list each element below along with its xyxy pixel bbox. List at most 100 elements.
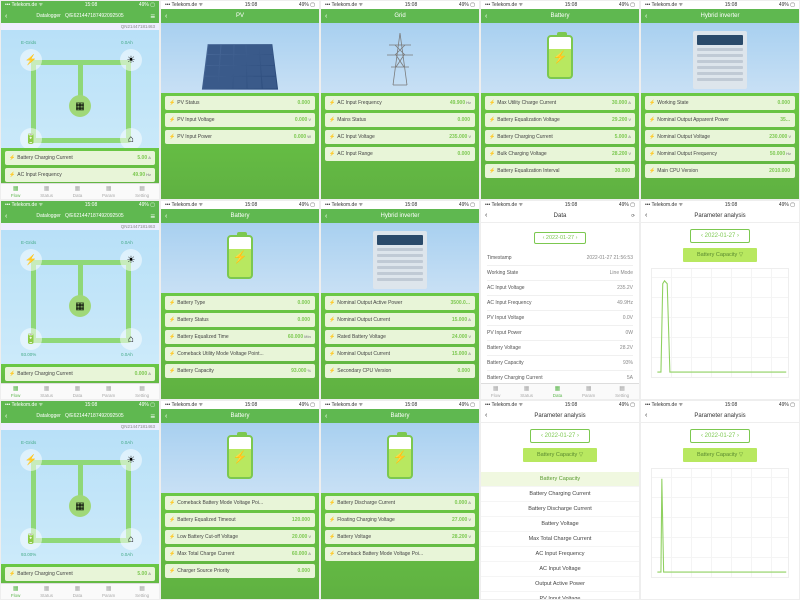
menu-icon[interactable]: ≡ [150, 12, 155, 21]
back-icon[interactable]: ‹ [165, 413, 167, 420]
data-row[interactable]: Mains Status 0.000 [325, 113, 475, 127]
date-picker[interactable]: ‹ 2022-01-27 › [530, 429, 590, 443]
date-picker[interactable]: ‹ 2022-01-27 › [690, 429, 750, 443]
data-row[interactable]: Battery Charging Current 5.00A [5, 151, 155, 165]
param-option[interactable]: AC Input Frequency [481, 547, 639, 562]
menu-icon[interactable]: ≡ [150, 212, 155, 221]
data-row[interactable]: Battery Charging Current 5.000A [485, 130, 635, 144]
tab-setting[interactable]: ▦Setting [615, 386, 629, 398]
tab-flow[interactable]: ▦Flow [11, 586, 21, 598]
data-row[interactable]: Nominal Output Active Power 3500.0... [325, 296, 475, 310]
pv-node[interactable]: ☀ [120, 49, 142, 71]
param-option[interactable]: AC Input Voltage [481, 562, 639, 577]
back-icon[interactable]: ‹ [485, 212, 487, 219]
data-row[interactable]: Nominal Output Apparent Power 35... [645, 113, 795, 127]
data-row[interactable]: PV Input Power 0.000W [165, 130, 315, 144]
param-option[interactable]: Battery Capacity [481, 472, 639, 487]
data-row[interactable]: Nominal Output Current 15.000A [325, 347, 475, 361]
back-icon[interactable]: ‹ [645, 13, 647, 20]
data-row[interactable]: Nominal Output Current 15.000A [325, 313, 475, 327]
battery-node[interactable]: 🔋 [20, 128, 42, 148]
data-row[interactable]: Comeback Utility Mode Voltage Point... [165, 347, 315, 361]
inverter-node[interactable]: ▦ [69, 495, 91, 517]
tab-setting[interactable]: ▦Setting [135, 586, 149, 598]
tab-data[interactable]: ▦Data [73, 386, 83, 398]
data-row[interactable]: PV Input Voltage 0.000V [165, 113, 315, 127]
data-row[interactable]: Low Battery Cut-off Voltage 20.000V [165, 530, 315, 544]
data-row[interactable]: Battery Discharge Current 0.000A [325, 496, 475, 510]
data-row[interactable]: Battery Charging Current 5.00A [5, 567, 155, 581]
tab-setting[interactable]: ▦Setting [135, 186, 149, 198]
tab-status[interactable]: ▦Status [40, 186, 53, 198]
back-icon[interactable]: ‹ [5, 213, 7, 220]
grid-node[interactable]: ⚡ [20, 449, 42, 471]
inverter-node[interactable]: ▦ [69, 295, 91, 317]
tab-data[interactable]: ▦Data [73, 586, 83, 598]
data-row[interactable]: AC Input Frequency 49.90Hz [5, 168, 155, 182]
data-row[interactable]: PV Status 0.000 [165, 96, 315, 110]
data-row[interactable]: Battery Equalized Timeout 120.000 [165, 513, 315, 527]
param-option[interactable]: Battery Charging Current [481, 487, 639, 502]
back-icon[interactable]: ‹ [485, 13, 487, 20]
tab-setting[interactable]: ▦Setting [135, 386, 149, 398]
pv-node[interactable]: ☀ [120, 449, 142, 471]
data-row[interactable]: Floating Charging Voltage 27.000V [325, 513, 475, 527]
tab-param[interactable]: ▦Param [582, 386, 595, 398]
tab-status[interactable]: ▦Status [40, 386, 53, 398]
back-icon[interactable]: ‹ [485, 412, 487, 419]
load-node[interactable]: ⌂ [120, 528, 142, 550]
menu-icon[interactable]: ≡ [150, 412, 155, 421]
data-row[interactable]: Max Utility Charge Current 30.000A [485, 96, 635, 110]
data-row[interactable]: Nominal Output Frequency 50.000Hz [645, 147, 795, 161]
data-row[interactable]: Nominal Output Voltage 230.000V [645, 130, 795, 144]
pv-node[interactable]: ☀ [120, 249, 142, 271]
load-node[interactable]: ⌂ [120, 328, 142, 350]
tab-status[interactable]: ▦Status [520, 386, 533, 398]
back-icon[interactable]: ‹ [325, 213, 327, 220]
data-row[interactable]: Battery Equalization Interval 30.000 [485, 164, 635, 178]
tab-flow[interactable]: ▦Flow [11, 386, 21, 398]
data-row[interactable]: Comeback Battery Mode Voltage Poi... [325, 547, 475, 561]
data-row[interactable]: Comeback Battery Mode Voltage Poi... [165, 496, 315, 510]
back-icon[interactable]: ‹ [165, 13, 167, 20]
param-option[interactable]: Output Active Power [481, 577, 639, 592]
back-icon[interactable]: ‹ [5, 13, 7, 20]
param-option[interactable]: Battery Voltage [481, 517, 639, 532]
data-row[interactable]: Battery Status 0.000 [165, 313, 315, 327]
data-row[interactable]: Battery Type 0.000 [165, 296, 315, 310]
back-icon[interactable]: ‹ [645, 412, 647, 419]
data-row[interactable]: Battery Equalization Voltage 29.200V [485, 113, 635, 127]
param-selector[interactable]: Battery Capacity ▽ [683, 448, 757, 462]
data-row[interactable]: AC Input Range 0.000 [325, 147, 475, 161]
data-row[interactable]: Rated Battery Voltage 24.000V [325, 330, 475, 344]
tab-flow[interactable]: ▦Flow [11, 186, 21, 198]
battery-node[interactable]: 🔋 [20, 528, 42, 550]
load-node[interactable]: ⌂ [120, 128, 142, 148]
data-row[interactable]: AC Input Voltage 235.000V [325, 130, 475, 144]
data-row[interactable]: Bulk Charging Voltage 28.200V [485, 147, 635, 161]
tab-param[interactable]: ▦Param [102, 586, 115, 598]
data-row[interactable]: Battery Charging Current 0.000A [5, 367, 155, 381]
tab-status[interactable]: ▦Status [40, 586, 53, 598]
data-row[interactable]: Battery Voltage 28.200V [325, 530, 475, 544]
param-option[interactable]: PV Input Voltage [481, 592, 639, 600]
data-row[interactable]: Secondary CPU Version 0.000 [325, 364, 475, 378]
back-icon[interactable]: ‹ [5, 413, 7, 420]
data-row[interactable]: Battery Equalized Time 60.000Min [165, 330, 315, 344]
back-icon[interactable]: ‹ [325, 13, 327, 20]
param-option[interactable]: Battery Discharge Current [481, 502, 639, 517]
param-option[interactable]: Max Total Charge Current [481, 532, 639, 547]
data-row[interactable]: Working State 0.000 [645, 96, 795, 110]
data-row[interactable]: Charger Source Priority 0.000 [165, 564, 315, 578]
grid-node[interactable]: ⚡ [20, 49, 42, 71]
data-row[interactable]: Main CPU Version 2010.000 [645, 164, 795, 178]
tab-data[interactable]: ▦Data [553, 386, 563, 398]
param-selector[interactable]: Battery Capacity ▽ [523, 448, 597, 462]
back-icon[interactable]: ‹ [165, 213, 167, 220]
inverter-node[interactable]: ▦ [69, 95, 91, 117]
data-row[interactable]: Battery Capacity 93.000% [165, 364, 315, 378]
date-picker[interactable]: ‹ 2022-01-27 › [534, 232, 587, 244]
tab-param[interactable]: ▦Param [102, 386, 115, 398]
back-icon[interactable]: ‹ [325, 413, 327, 420]
data-row[interactable]: AC Input Frequency 49.900Hz [325, 96, 475, 110]
